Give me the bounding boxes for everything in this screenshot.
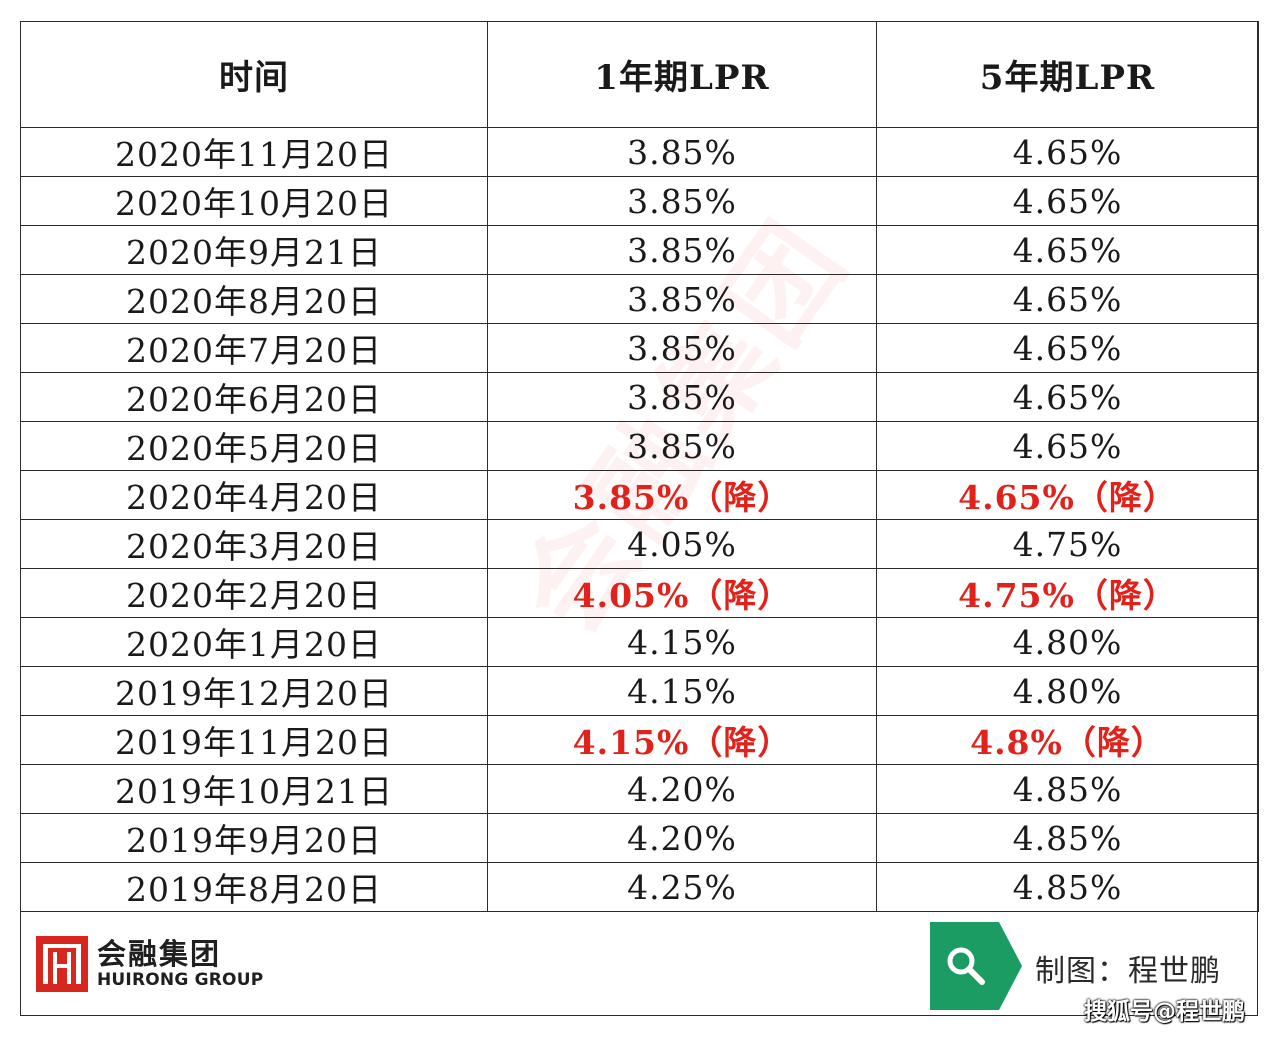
- cell-lpr-1y: 3.85%: [487, 176, 877, 226]
- table-row: 2020年11月20日 3.85% 4.65%: [20, 127, 1259, 177]
- table-row: 2020年8月20日 3.85% 4.65%: [20, 274, 1259, 324]
- table-row: 2020年4月20日 3.85%（降） 4.65%（降）: [20, 470, 1259, 520]
- search-icon: [930, 922, 1022, 1010]
- table-row: 2019年9月20日 4.20% 4.85%: [20, 813, 1259, 863]
- header-row: 时间 1年期LPR 5年期LPR: [20, 21, 1259, 128]
- cell-lpr-1y: 3.85%: [487, 421, 877, 471]
- logo-name-cn: 会融集团: [97, 937, 222, 971]
- lpr-table: 时间 1年期LPR 5年期LPR 2020年11月20日 3.85% 4.65% 20…: [20, 21, 1259, 912]
- cell-lpr-5y: 4.75%: [876, 519, 1259, 569]
- table-row: 2019年10月21日 4.20% 4.85%: [20, 764, 1259, 814]
- header-lpr-5y: 5年期LPR: [876, 21, 1259, 128]
- cell-lpr-1y: 4.15%（降）: [487, 715, 877, 765]
- cell-lpr-5y: 4.65%: [876, 323, 1259, 373]
- cell-lpr-5y: 4.65%: [876, 127, 1259, 177]
- header-lpr-1y: 1年期LPR: [487, 21, 877, 128]
- cell-lpr-1y: 3.85%: [487, 323, 877, 373]
- cell-lpr-1y: 3.85%: [487, 225, 877, 275]
- cell-lpr-5y: 4.85%: [876, 813, 1259, 863]
- cell-lpr-5y: 4.8%（降）: [876, 715, 1259, 765]
- cell-lpr-5y: 4.85%: [876, 764, 1259, 814]
- cell-date: 2020年1月20日: [20, 617, 488, 667]
- table-row: 2020年9月21日 3.85% 4.65%: [20, 225, 1259, 275]
- cell-lpr-5y: 4.65%: [876, 274, 1259, 324]
- logo-name-en: HUIRONG GROUP: [97, 970, 264, 990]
- cell-lpr-5y: 4.75%（降）: [876, 568, 1259, 618]
- table-row: 2020年6月20日 3.85% 4.65%: [20, 372, 1259, 422]
- cell-date: 2019年11月20日: [20, 715, 488, 765]
- table-row: 2020年7月20日 3.85% 4.65%: [20, 323, 1259, 373]
- cell-lpr-1y: 4.15%: [487, 666, 877, 716]
- table-row: 2020年1月20日 4.15% 4.80%: [20, 617, 1259, 667]
- cell-lpr-5y: 4.80%: [876, 666, 1259, 716]
- cell-lpr-5y: 4.85%: [876, 862, 1259, 912]
- cell-date: 2020年10月20日: [20, 176, 488, 226]
- table-row: 2020年3月20日 4.05% 4.75%: [20, 519, 1259, 569]
- cell-date: 2020年11月20日: [20, 127, 488, 177]
- header-date: 时间: [20, 21, 488, 128]
- cell-date: 2020年3月20日: [20, 519, 488, 569]
- cell-lpr-5y: 4.65%: [876, 372, 1259, 422]
- cell-lpr-5y: 4.65%（降）: [876, 470, 1259, 520]
- cell-date: 2020年7月20日: [20, 323, 488, 373]
- cell-lpr-1y: 3.85%: [487, 372, 877, 422]
- cell-lpr-5y: 4.65%: [876, 225, 1259, 275]
- table-row: 2019年12月20日 4.15% 4.80%: [20, 666, 1259, 716]
- cell-lpr-1y: 4.05%: [487, 519, 877, 569]
- cell-lpr-1y: 3.85%: [487, 274, 877, 324]
- cell-lpr-1y: 3.85%（降）: [487, 470, 877, 520]
- cell-date: 2019年12月20日: [20, 666, 488, 716]
- table-row: 2020年2月20日 4.05%（降） 4.75%（降）: [20, 568, 1259, 618]
- logo-mark-icon: [36, 936, 88, 992]
- cell-lpr-1y: 4.20%: [487, 813, 877, 863]
- cell-lpr-1y: 4.05%（降）: [487, 568, 877, 618]
- source-credit: 搜狐号@程世鹏: [1084, 999, 1245, 1025]
- table-row: 2020年10月20日 3.85% 4.65%: [20, 176, 1259, 226]
- cell-lpr-1y: 3.85%: [487, 127, 877, 177]
- cell-lpr-5y: 4.80%: [876, 617, 1259, 667]
- cell-date: 2020年4月20日: [20, 470, 488, 520]
- chart-credit: 制图：程世鹏: [1035, 954, 1221, 989]
- company-logo: 会融集团 HUIRONG GROUP: [36, 936, 263, 992]
- cell-lpr-1y: 4.20%: [487, 764, 877, 814]
- table-row: 2019年8月20日 4.25% 4.85%: [20, 862, 1259, 912]
- cell-lpr-1y: 4.15%: [487, 617, 877, 667]
- cell-lpr-1y: 4.25%: [487, 862, 877, 912]
- cell-date: 2020年6月20日: [20, 372, 488, 422]
- cell-date: 2019年10月21日: [20, 764, 488, 814]
- cell-lpr-5y: 4.65%: [876, 176, 1259, 226]
- cell-date: 2020年2月20日: [20, 568, 488, 618]
- cell-date: 2020年5月20日: [20, 421, 488, 471]
- table-row: 2020年5月20日 3.85% 4.65%: [20, 421, 1259, 471]
- credit-badge: 制图：程世鹏 搜狐号@程世鹏: [930, 922, 1255, 1025]
- table-row: 2019年11月20日 4.15%（降） 4.8%（降）: [20, 715, 1259, 765]
- cell-date: 2019年8月20日: [20, 862, 488, 912]
- cell-date: 2019年9月20日: [20, 813, 488, 863]
- cell-date: 2020年9月21日: [20, 225, 488, 275]
- cell-lpr-5y: 4.65%: [876, 421, 1259, 471]
- cell-date: 2020年8月20日: [20, 274, 488, 324]
